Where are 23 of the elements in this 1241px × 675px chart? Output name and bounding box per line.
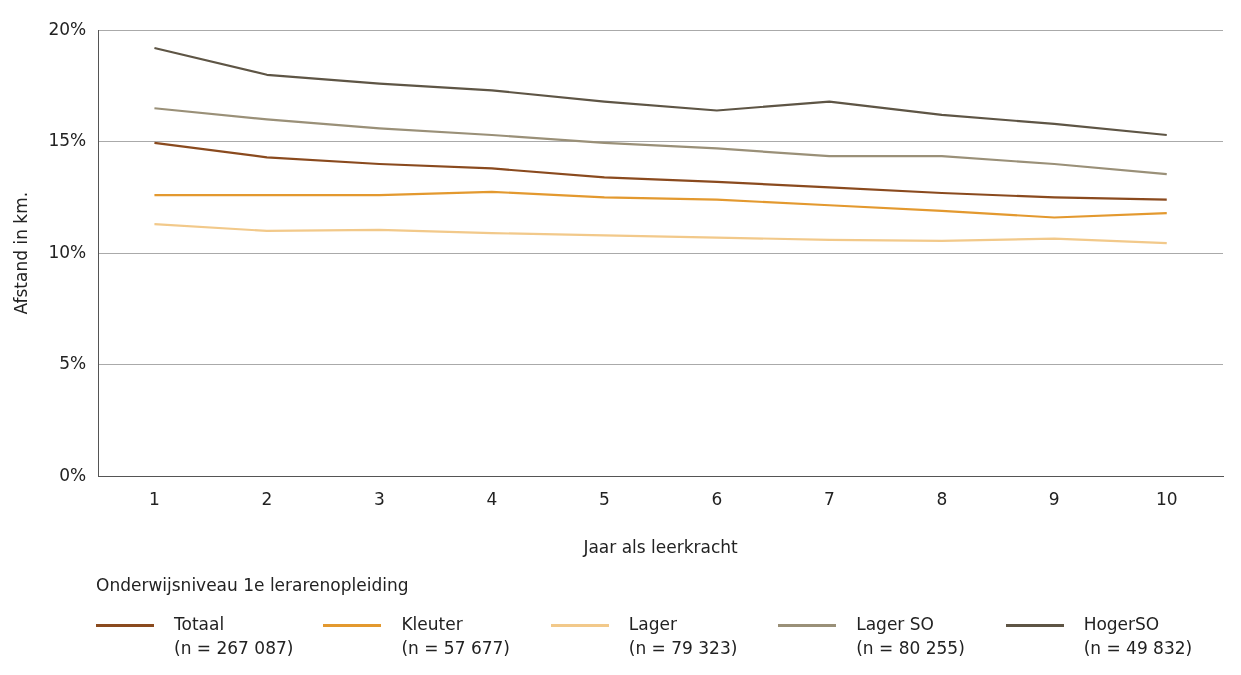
x-tick-label: 10 bbox=[1155, 488, 1178, 509]
y-tick-label: 0% bbox=[59, 464, 87, 485]
x-tick-label: 6 bbox=[711, 488, 723, 509]
legend-label: Kleuter (n = 57 677) bbox=[401, 613, 510, 660]
legend-title: Onderwijsniveau 1e lerarenopleiding bbox=[96, 575, 410, 595]
x-tick-label: 3 bbox=[373, 488, 385, 509]
y-tick-label: 10% bbox=[48, 241, 87, 262]
x-tick-label: 7 bbox=[823, 488, 835, 509]
y-tick-label: 20% bbox=[48, 18, 87, 39]
y-tick-label: 5% bbox=[59, 353, 87, 374]
x-tick-label: 8 bbox=[936, 488, 948, 509]
x-tick-label: 9 bbox=[1048, 488, 1060, 509]
x-axis-title: Jaar als leerkracht bbox=[582, 537, 739, 558]
legend-label: Lager (n = 79 323) bbox=[628, 613, 738, 660]
legend-label: Totaal (n = 267 087) bbox=[174, 613, 294, 660]
legend-label: HogerSO (n = 49 832) bbox=[1083, 613, 1193, 660]
x-tick-label: 1 bbox=[149, 488, 160, 509]
y-tick-label: 15% bbox=[48, 130, 87, 151]
x-tick-label: 5 bbox=[598, 488, 610, 509]
y-axis-title: Afstand in km. bbox=[10, 191, 31, 315]
legend-label: Lager SO (n = 80 255) bbox=[856, 613, 965, 660]
x-tick-label: 4 bbox=[486, 488, 498, 509]
x-tick-label: 2 bbox=[261, 488, 273, 509]
